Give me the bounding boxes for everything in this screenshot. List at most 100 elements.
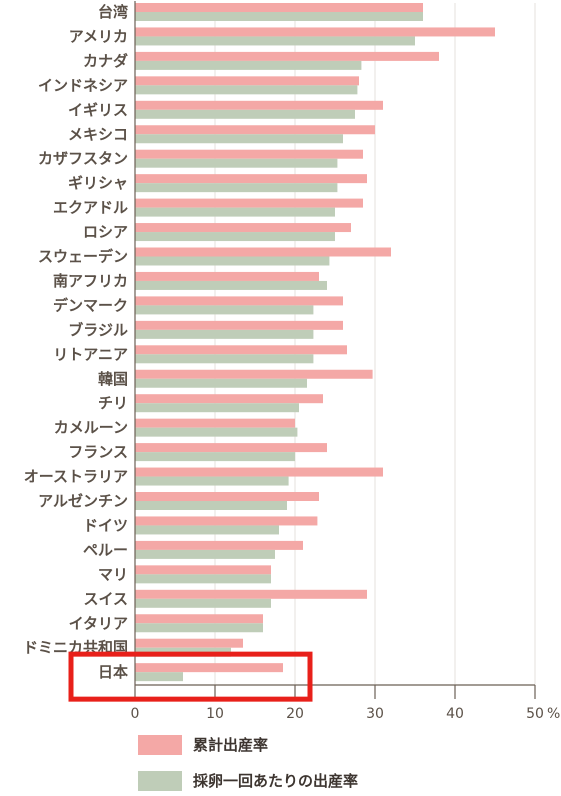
legend-swatch (138, 771, 182, 791)
bar-per-retrieval (135, 232, 335, 242)
legend-label: 累計出産率 (193, 736, 268, 754)
category-label: デンマーク (53, 296, 128, 314)
bar-cumulative (135, 271, 319, 281)
category-label: 南アフリカ (53, 272, 128, 290)
x-tick-label: 50 (526, 706, 544, 722)
bar-cumulative (135, 345, 347, 355)
bar-cumulative (135, 100, 383, 110)
bar-cumulative (135, 492, 319, 501)
bar-cumulative (135, 223, 351, 233)
bar-per-retrieval (135, 427, 298, 437)
category-label: チリ (98, 394, 128, 412)
x-tick-label: 30 (366, 706, 384, 722)
bar-cumulative (135, 320, 343, 330)
highlight-layer (68, 651, 313, 702)
category-label: アメリカ (69, 27, 128, 45)
bar-per-retrieval (135, 574, 271, 584)
category-label: オーストラリア (24, 468, 128, 486)
bar-per-retrieval (135, 60, 362, 70)
bar-per-retrieval (135, 109, 355, 119)
bar-per-retrieval (135, 12, 423, 21)
bar-cumulative (135, 369, 373, 379)
bar-cumulative (135, 51, 439, 61)
category-label: 台湾 (98, 3, 128, 21)
x-tick-label: 40 (446, 706, 464, 722)
x-tick-label: 10 (206, 706, 224, 722)
bar-cumulative (135, 443, 327, 453)
bar-per-retrieval (135, 403, 299, 413)
bar-per-retrieval (135, 672, 183, 682)
category-label: リトアニア (53, 345, 128, 363)
category-label: カメルーン (54, 419, 128, 437)
bar-per-retrieval (135, 36, 415, 46)
bar-per-retrieval (135, 452, 295, 462)
category-label: フランス (68, 443, 128, 461)
category-label: ペルー (83, 541, 128, 559)
bar-cumulative (135, 565, 271, 575)
legend-label: 採卵一回あたりの出産率 (193, 772, 358, 790)
category-label: 韓国 (98, 370, 128, 388)
bar-cumulative (135, 589, 367, 599)
bar-cumulative (135, 198, 363, 208)
category-label: アルゼンチン (38, 492, 128, 510)
bar-cumulative (135, 76, 359, 86)
x-tick-label: 20 (286, 706, 304, 722)
category-label: イタリア (69, 614, 128, 632)
bar-per-retrieval (135, 378, 307, 388)
bar-per-retrieval (135, 183, 338, 193)
bar-cumulative (135, 418, 295, 428)
bar-cumulative (135, 149, 363, 159)
bars-layer (135, 3, 495, 682)
bar-cumulative (135, 296, 343, 306)
bar-cumulative (135, 638, 243, 648)
axis-layer: 0 10 20 30 40 50% (131, 1, 560, 722)
category-label: エクアドル (53, 199, 128, 217)
category-label: ブラジル (68, 321, 128, 339)
bar-per-retrieval (135, 354, 314, 364)
bar-per-retrieval (135, 158, 338, 168)
bar-per-retrieval (135, 623, 263, 633)
bar-cumulative (135, 663, 283, 673)
bar-cumulative (135, 247, 391, 257)
bar-cumulative (135, 3, 423, 12)
bar-per-retrieval (135, 525, 279, 535)
bar-per-retrieval (135, 305, 314, 315)
category-label: イギリス (68, 101, 128, 119)
category-label: マリ (98, 565, 128, 583)
bar-per-retrieval (135, 501, 287, 510)
bar-per-retrieval (135, 134, 343, 144)
highlight-box (68, 651, 313, 702)
category-label: ドイツ (83, 516, 128, 534)
bar-cumulative (135, 540, 303, 550)
category-label: カザフスタン (38, 150, 128, 168)
bar-per-retrieval (135, 85, 358, 95)
bar-cumulative (135, 27, 495, 37)
bar-cumulative (135, 516, 318, 526)
legend-swatch (138, 735, 182, 755)
category-label: メキシコ (68, 125, 128, 143)
category-label: カナダ (83, 52, 128, 70)
bar-cumulative (135, 614, 263, 624)
bar-cumulative (135, 125, 375, 135)
bar-cumulative (135, 467, 383, 477)
category-label: 日本 (98, 663, 128, 681)
bar-cumulative (135, 174, 367, 184)
x-tick-unit: % (547, 706, 560, 722)
category-label: スウェーデン (38, 248, 128, 266)
bar-per-retrieval (135, 549, 275, 559)
bar-per-retrieval (135, 207, 335, 217)
bar-per-retrieval (135, 329, 314, 339)
bar-cumulative (135, 394, 323, 404)
bar-per-retrieval (135, 280, 327, 290)
category-label: スイス (83, 590, 128, 608)
x-tick-label: 0 (131, 706, 140, 722)
bar-per-retrieval (135, 598, 271, 608)
category-labels: 台湾アメリカカナダインドネシアイギリスメキシコカザフスタンギリシャエクアドルロシ… (23, 3, 128, 681)
category-label: ロシア (83, 223, 128, 241)
bar-per-retrieval (135, 256, 330, 266)
category-label: インドネシア (38, 76, 128, 94)
category-label: ギリシャ (68, 174, 128, 192)
bar-per-retrieval (135, 476, 289, 486)
